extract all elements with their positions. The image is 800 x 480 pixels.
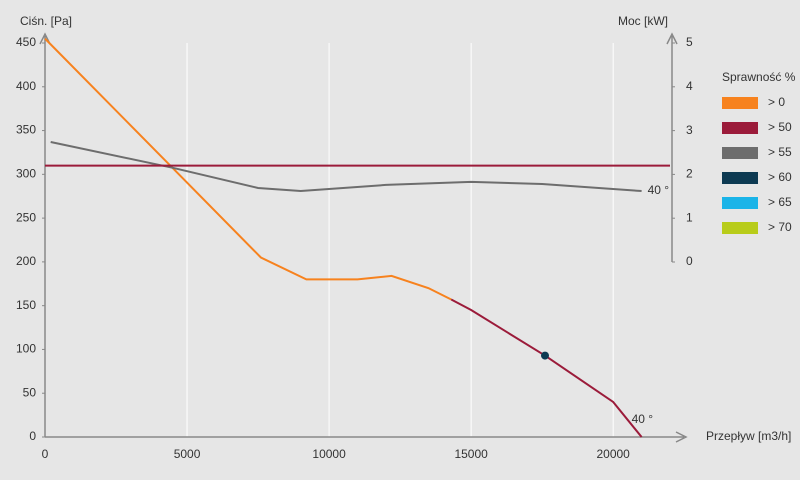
legend-label: > 70 (768, 220, 792, 234)
y-axis (39, 32, 51, 437)
y-tick-label: 100 (16, 342, 36, 356)
y2-tick-label: 5 (686, 35, 693, 49)
legend-label: > 65 (768, 195, 792, 209)
legend-label: > 0 (768, 95, 785, 109)
y-tick-label: 300 (16, 167, 36, 181)
y2-tick-label: 3 (686, 123, 693, 137)
y-tick-label: 250 (16, 210, 36, 224)
y2-axis-label: Moc [kW] (618, 14, 668, 28)
legend-title: Sprawność % (722, 70, 796, 84)
x-axis-label: Przepływ [m3/h] (706, 429, 791, 443)
legend-swatch (722, 147, 758, 159)
y2-tick-label: 1 (686, 210, 693, 224)
y-tick-label: 350 (16, 123, 36, 137)
x-tick-label: 15000 (454, 447, 488, 461)
series-line (44, 37, 452, 301)
y-tick-label: 200 (16, 254, 36, 268)
legend-swatch (722, 222, 758, 234)
x-tick-label: 10000 (312, 447, 346, 461)
y-tick-label: 150 (16, 298, 36, 312)
operating-point (541, 351, 549, 360)
y-tick-label: 400 (16, 79, 36, 93)
legend-swatch (722, 172, 758, 184)
y2-tick-label: 2 (686, 167, 693, 181)
y-tick-label: 450 (16, 35, 36, 49)
y-tick-label: 50 (23, 385, 37, 399)
y2-tick-label: 0 (686, 254, 693, 268)
series-line (50, 141, 642, 193)
y2-tick-label: 4 (686, 79, 693, 93)
legend-label: > 60 (768, 170, 792, 184)
curve-label: 40 ° (648, 183, 670, 197)
legend-label: > 55 (768, 145, 792, 159)
legend-swatch (722, 197, 758, 209)
y2-axis (666, 32, 678, 262)
curve-label: 40 ° (632, 412, 654, 426)
x-tick-label: 5000 (174, 447, 201, 461)
legend-swatch (722, 97, 758, 109)
legend-swatch (722, 122, 758, 134)
y-axis-label: Ciśn. [Pa] (20, 14, 72, 28)
x-axis (45, 431, 688, 443)
grid (186, 43, 614, 437)
x-tick-label: 20000 (596, 447, 630, 461)
y-tick-label: 0 (29, 429, 36, 443)
legend-label: > 50 (768, 120, 792, 134)
x-tick-label: 0 (42, 447, 49, 461)
